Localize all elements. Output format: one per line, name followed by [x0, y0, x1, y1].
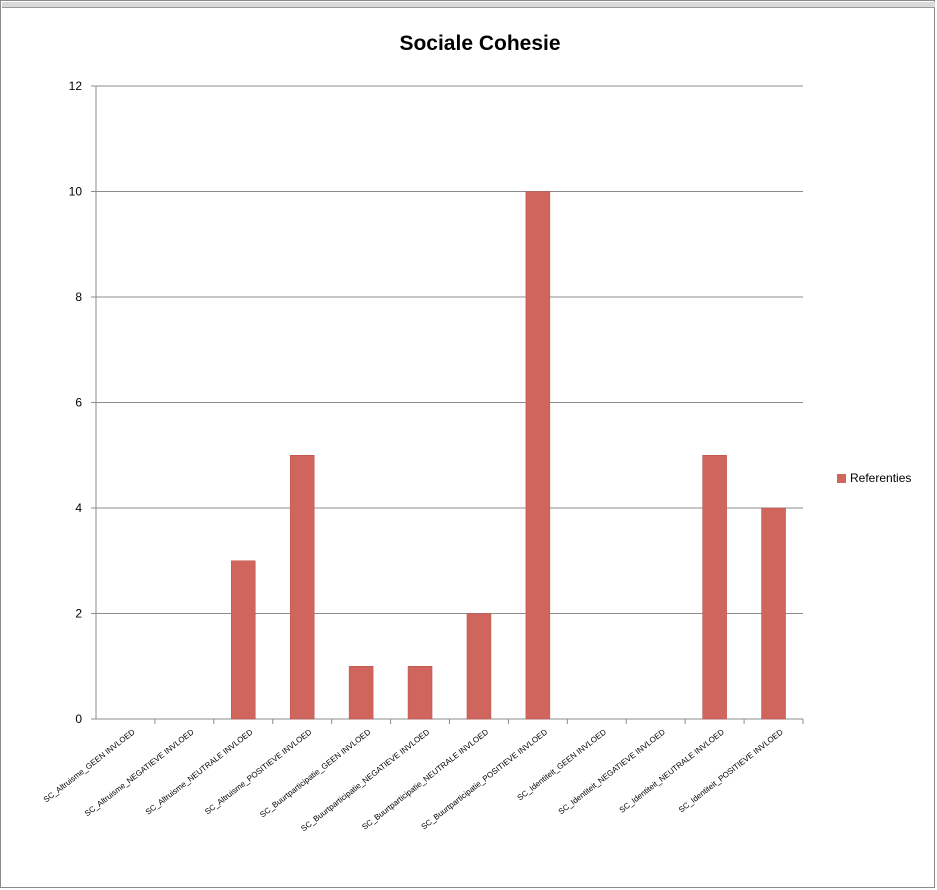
x-tick-label: SC_Altruisme_NEUTRALE INVLOED [144, 727, 255, 816]
legend: Referenties [837, 471, 911, 485]
bar [702, 455, 727, 720]
bar [231, 560, 256, 720]
y-tick-label: 12 [69, 79, 83, 93]
window-top-bar [2, 2, 935, 8]
x-tick-label: SC_Buurtparticipatie_NEUTRALE INVLOED [360, 727, 490, 831]
bars [231, 191, 786, 720]
axes [91, 85, 804, 724]
x-tick-label: SC_Altruisme_POSITIEVE INVLOED [203, 727, 313, 816]
bar [525, 191, 551, 720]
y-tick-label: 10 [69, 185, 83, 199]
x-tick-label: SC_Altruisme_GEEN INVLOED [42, 727, 137, 804]
y-tick-labels: 0 2 4 6 8 10 12 [69, 79, 83, 726]
x-tick-labels: SC_Altruisme_GEEN INVLOEDSC_Altruisme_NE… [42, 727, 785, 833]
bar [348, 666, 374, 720]
bar [407, 666, 433, 720]
gridlines [96, 85, 803, 614]
x-tick-label: SC_Identiteit_NEGATIEVE INVLOED [557, 727, 667, 816]
bar [761, 507, 786, 720]
x-tick-label: SC_Buurtparticipatie_POSITIEVE INVLOED [420, 727, 550, 831]
y-tick-label: 6 [75, 396, 82, 410]
y-tick-label: 4 [75, 501, 82, 515]
y-tick-label: 0 [75, 712, 82, 726]
y-tick-label: 2 [75, 607, 82, 621]
bar [289, 455, 315, 720]
chart-title: Sociale Cohesie [399, 32, 561, 55]
x-tick-label: SC_Identiteit_NEUTRALE INVLOED [618, 727, 726, 814]
x-tick-label: SC_Altruisme_NEGATIEVE INVLOED [83, 727, 196, 818]
legend-label: Referenties [850, 471, 912, 485]
x-tick-label: SC_Buurtparticipatie_NEGATIEVE INVLOED [299, 727, 431, 833]
bar [466, 613, 492, 720]
x-tick-label: SC_Buurtparticipatie_GEEN INVLOED [258, 727, 372, 819]
x-tick-label: SC_Identiteit_POSITIEVE INVLOED [677, 727, 785, 814]
y-tick-label: 8 [75, 290, 82, 304]
legend-swatch [837, 473, 846, 483]
